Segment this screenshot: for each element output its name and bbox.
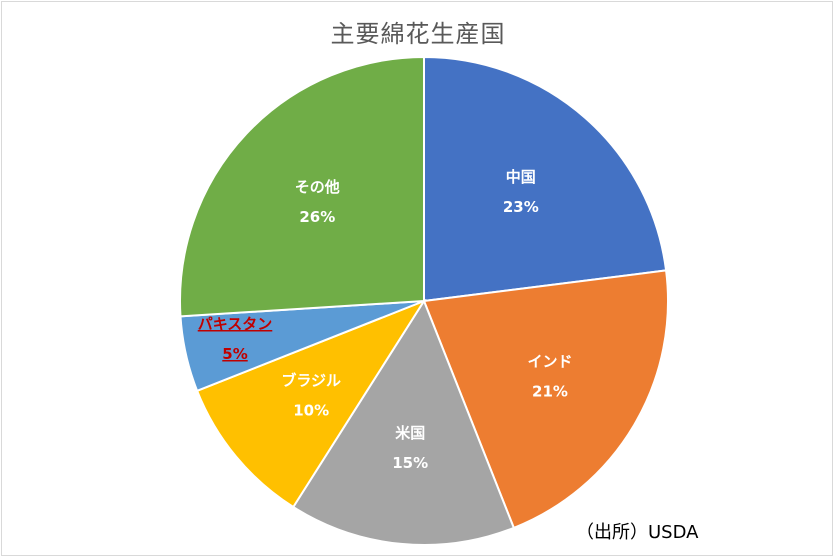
source-note: （出所）USDA <box>576 522 699 543</box>
slice-label-china: 中国 <box>506 168 536 186</box>
pie-slice-brazil <box>195 298 427 509</box>
slice-label-other: その他 <box>295 178 340 196</box>
pie-slice-other <box>179 55 425 318</box>
chart-title: 主要綿花生産国 <box>330 20 506 48</box>
slice-label-usa: 米国 <box>395 424 425 442</box>
pie-slice-usa <box>291 298 516 546</box>
slice-value-other: 26% <box>299 208 335 226</box>
pie-slice-china <box>423 55 668 303</box>
slice-label-brazil: ブラジル <box>281 371 341 389</box>
slice-value-usa: 15% <box>392 454 428 472</box>
slice-value-india: 21% <box>532 383 568 401</box>
slice-value-brazil: 10% <box>293 401 329 419</box>
slice-label-india: インド <box>527 353 572 371</box>
slice-value-china: 23% <box>503 198 539 216</box>
slice-label-pakistan: パキスタン <box>198 315 273 333</box>
pie-slice-india <box>422 269 669 530</box>
slice-value-pakistan: 5% <box>222 345 247 363</box>
